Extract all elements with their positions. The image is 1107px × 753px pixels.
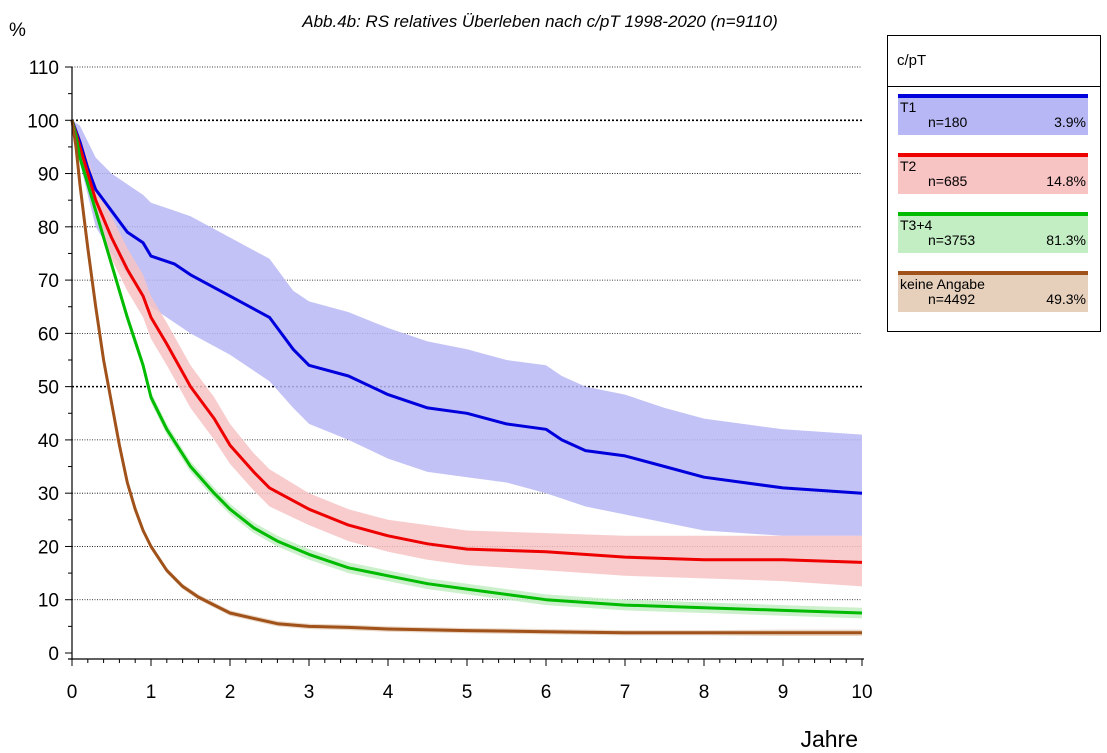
y-tick-label: 20 [38, 537, 59, 558]
x-tick-label: 8 [699, 682, 710, 703]
legend-swatch-keine-angabe [898, 271, 1088, 275]
legend-percent: 81.3% [1046, 232, 1086, 248]
y-tick-label: 30 [38, 484, 59, 505]
legend-name: T3+4 [900, 217, 933, 233]
legend-entry-keine-angabe: keine Angabe n=4492 49.3% [898, 271, 1088, 312]
y-axis-label: % [9, 20, 26, 41]
legend-title: c/pT [897, 52, 927, 69]
legend-count: n=685 [928, 173, 968, 189]
legend-count: n=4492 [928, 291, 976, 307]
x-tick-label: 9 [778, 682, 789, 703]
y-tick-label: 80 [38, 218, 59, 239]
survival-line-t1 [70, 119, 863, 495]
x-tick-label: 3 [304, 682, 315, 703]
x-axis-label: Jahre [800, 726, 858, 752]
legend-swatch-t2 [898, 153, 1088, 157]
confidence-bands [72, 120, 862, 637]
axes: 0 10 20 30 40 50 60 70 80 90 100 110 0 1 2 3 4 5 6 7 8 9 10 [27, 58, 872, 703]
y-tick-label: 50 [38, 378, 59, 399]
legend-name: T2 [900, 158, 917, 174]
y-tick-label: 60 [38, 324, 59, 345]
y-tick-label: 0 [48, 644, 59, 665]
legend-entry-t2: T2 n=685 14.8% [898, 153, 1088, 194]
legend-percent: 14.8% [1046, 173, 1086, 189]
survival-lines [70, 119, 863, 635]
x-tick-label: 5 [462, 682, 473, 703]
x-tick-label: 10 [851, 682, 872, 703]
chart-title: Abb.4b: RS relatives Überleben nach c/pT… [301, 12, 778, 31]
x-tick-label: 4 [383, 682, 394, 703]
y-tick-label: 70 [38, 271, 59, 292]
y-tick-label: 40 [38, 431, 59, 452]
x-tick-label: 2 [225, 682, 236, 703]
y-tick-label: 110 [29, 58, 59, 79]
legend-swatch-t3-4 [898, 212, 1088, 216]
legend-divider [888, 86, 1100, 87]
y-tick-label: 10 [38, 591, 59, 612]
survival-line-t2 [70, 119, 863, 564]
x-tick-label: 1 [146, 682, 157, 703]
legend-entry-t3-4: T3+4 n=3753 81.3% [898, 212, 1088, 253]
legend: c/pT T1 n=180 3.9% T2 n=685 14.8% T3+4 n… [887, 35, 1101, 332]
y-tick-label: 100 [27, 111, 59, 132]
x-tick-label: 0 [67, 682, 78, 703]
legend-percent: 3.9% [1054, 114, 1086, 130]
confidence-band-t2 [72, 120, 862, 587]
x-tick-label: 7 [620, 682, 631, 703]
legend-count: n=3753 [928, 232, 976, 248]
x-tick-label: 6 [541, 682, 552, 703]
legend-entry-t1: T1 n=180 3.9% [898, 94, 1088, 135]
legend-count: n=180 [928, 114, 968, 130]
confidence-band-t1 [72, 120, 862, 536]
survival-line-t3-4 [70, 119, 863, 615]
survival-line-keine-angabe [70, 120, 862, 635]
legend-percent: 49.3% [1046, 291, 1086, 307]
legend-swatch-t1 [898, 94, 1088, 98]
legend-name: keine Angabe [900, 276, 985, 292]
y-tick-label: 90 [38, 165, 59, 186]
legend-name: T1 [900, 99, 917, 115]
